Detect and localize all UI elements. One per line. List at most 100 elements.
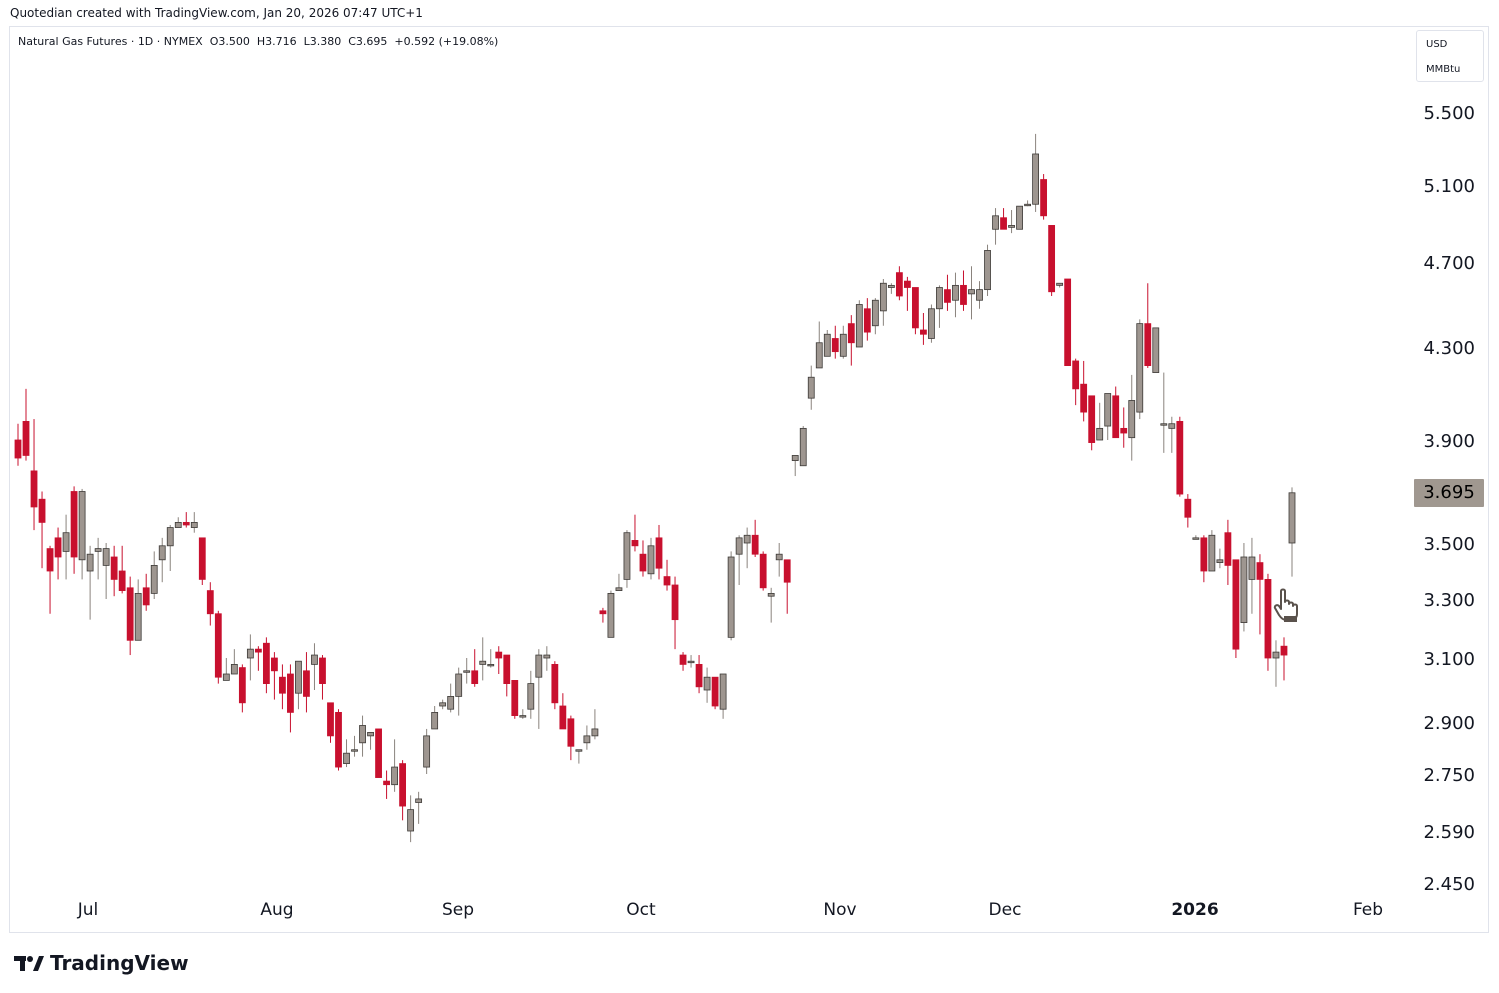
candle (1104, 393, 1112, 440)
candle (1272, 640, 1280, 687)
candle (359, 715, 366, 757)
candle-body (407, 809, 415, 832)
candle (647, 537, 655, 580)
candle-body (1056, 282, 1064, 286)
candle-body (1136, 323, 1144, 413)
candle (271, 652, 278, 700)
candle-body (703, 676, 711, 691)
candle-body (1032, 153, 1039, 205)
candle-body (134, 593, 142, 641)
candle-body (631, 540, 639, 547)
candle-body (855, 304, 863, 348)
y-tick-label: 3.300 (1423, 590, 1475, 611)
candle (775, 543, 783, 577)
candle (607, 590, 615, 638)
candle-body (1064, 278, 1072, 366)
tradingview-logo-icon (14, 956, 44, 971)
candle (78, 488, 86, 580)
unit-selector[interactable]: USD MMBtu (1416, 30, 1484, 82)
candle-body (503, 654, 511, 684)
candle (142, 573, 150, 611)
x-tick-label: Nov (823, 900, 856, 920)
candle (455, 667, 463, 716)
candle-body (399, 763, 407, 807)
candle-body (1104, 393, 1112, 427)
candle (343, 739, 350, 768)
candle-body (1176, 420, 1184, 495)
candle (1048, 225, 1056, 296)
candle (335, 709, 342, 771)
candle-body (463, 670, 471, 673)
candle-body (487, 664, 495, 667)
candle-body (78, 491, 86, 561)
candle-body (319, 657, 326, 685)
x-tick-label: 2026 (1171, 900, 1218, 920)
candle (230, 649, 238, 675)
candle-body (295, 660, 302, 694)
candle-body (1208, 534, 1216, 572)
candle-body (455, 673, 463, 697)
candle (895, 266, 903, 301)
candle-body (879, 282, 887, 312)
candle-body (687, 660, 695, 664)
candle-body (54, 537, 62, 558)
candle (399, 760, 407, 821)
candle (912, 287, 919, 335)
candle-body (367, 732, 374, 737)
candle (351, 735, 358, 757)
candle (1240, 543, 1248, 632)
candle-body (1088, 395, 1096, 443)
candle-body (783, 559, 791, 583)
candle (319, 655, 326, 700)
candle (1096, 402, 1104, 441)
symbol-legend[interactable]: Natural Gas Futures · 1D · NYMEX O3.500 … (18, 35, 499, 48)
candle (639, 540, 647, 577)
candle-body (823, 333, 831, 357)
candle (535, 649, 543, 729)
candle-body (142, 587, 150, 606)
last-price-tag: 3.695 (1414, 479, 1484, 507)
candle-body (976, 289, 983, 301)
candle-body (519, 715, 527, 718)
candle-body (895, 272, 903, 297)
candle (1168, 416, 1176, 453)
candle (439, 699, 447, 710)
candle (1024, 200, 1031, 207)
candle (503, 654, 511, 697)
candle-body (1168, 423, 1176, 429)
candle (695, 655, 703, 694)
candle (367, 732, 374, 750)
candle (855, 300, 863, 348)
candle (279, 664, 286, 710)
x-tick-label: Oct (626, 900, 656, 920)
candle (511, 680, 519, 719)
candle (567, 715, 575, 761)
y-tick-label: 2.590 (1423, 822, 1475, 843)
candle-body (1112, 395, 1120, 439)
candle (118, 545, 126, 594)
candle-body (807, 376, 815, 399)
candle (1264, 573, 1272, 671)
candle-body (303, 670, 310, 697)
candle (759, 551, 767, 591)
candle-body (1216, 559, 1224, 563)
candle-body (920, 329, 927, 335)
candle (214, 610, 222, 684)
x-tick-label: Sep (442, 900, 474, 920)
x-tick-label: Dec (989, 900, 1022, 920)
candle-body (1192, 537, 1200, 540)
candle-body (1232, 559, 1240, 650)
candle (583, 725, 591, 750)
candle (1192, 535, 1200, 540)
candle (591, 709, 599, 740)
candle (527, 670, 535, 719)
candle (663, 559, 671, 591)
candle (519, 709, 527, 719)
candle-body (655, 537, 663, 569)
candle-body (495, 651, 503, 659)
candle-body (1288, 492, 1296, 544)
candle-body (1128, 400, 1136, 439)
tradingview-logo[interactable]: TradingView (14, 951, 189, 975)
candle-body (936, 287, 943, 310)
